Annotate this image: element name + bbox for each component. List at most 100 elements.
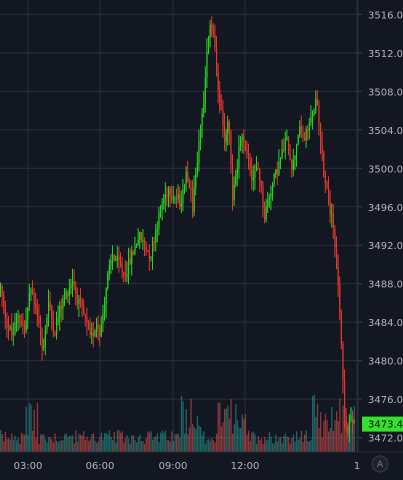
candle-body <box>198 141 200 163</box>
volume-bar <box>300 430 303 452</box>
candle-body <box>292 160 294 170</box>
volume-bar <box>187 434 189 452</box>
volume-bar <box>305 430 307 452</box>
volume-bar <box>6 438 8 452</box>
candle-body <box>72 281 74 285</box>
auto-scale-button[interactable]: A <box>371 455 389 473</box>
volume-bar <box>193 427 195 452</box>
volume-bar <box>198 425 200 452</box>
candle-body <box>203 102 205 114</box>
volume-bar <box>120 432 122 452</box>
candle-body <box>286 136 288 141</box>
volume-bar <box>262 443 264 452</box>
candle-body <box>177 194 179 200</box>
candle-body <box>201 113 203 126</box>
auto-scale-button-circle[interactable] <box>371 455 389 473</box>
volume-bar <box>46 442 48 452</box>
time-axis-label: 09:00 <box>159 461 188 472</box>
price-axis-label: 3516.0 <box>368 10 403 21</box>
volume-bar <box>278 437 280 452</box>
candle-body <box>156 228 158 231</box>
time-axis-label: 03:00 <box>14 461 43 472</box>
volume-bar <box>225 408 227 452</box>
volume-bar <box>8 438 10 452</box>
candle-body <box>19 315 21 320</box>
volume-bar <box>176 434 178 452</box>
volume-bar <box>212 440 215 452</box>
volume-bar <box>137 437 139 452</box>
volume-bar <box>150 431 152 452</box>
candle-body <box>51 306 53 319</box>
candle-body <box>6 318 8 329</box>
volume-bar <box>107 434 109 452</box>
volume-bar <box>158 441 160 452</box>
volume-bar <box>179 437 181 452</box>
volume-bar <box>329 428 331 452</box>
price-axis-label: 3512.0 <box>368 49 403 60</box>
candle-body <box>324 175 326 183</box>
candle-body <box>76 292 78 305</box>
volume-bar <box>323 421 325 452</box>
candle-body <box>118 256 120 262</box>
volume-bar <box>312 396 314 452</box>
candle-body <box>264 207 266 220</box>
volume-bar <box>214 442 216 452</box>
candle-body <box>288 136 290 154</box>
candle-body <box>48 302 50 318</box>
candle-body <box>137 239 139 245</box>
candle-body <box>230 131 232 165</box>
candle-body <box>140 232 142 242</box>
volume-bar <box>294 441 296 452</box>
candle-body <box>192 190 194 213</box>
candle-body <box>312 114 314 117</box>
volume-bar <box>94 440 96 452</box>
candle-body <box>64 297 66 300</box>
last-price-tag-background <box>362 416 403 432</box>
time-axis-label: 12:00 <box>231 461 260 472</box>
volume-bar <box>190 398 192 452</box>
volume-bar <box>172 440 175 452</box>
candle-body <box>180 203 182 207</box>
candle-body <box>54 332 56 335</box>
candle-body <box>116 256 118 261</box>
candle-body <box>340 312 342 344</box>
volume-bar <box>60 440 63 452</box>
price-axis-label: 3504.0 <box>368 126 403 137</box>
candle-body <box>256 168 258 172</box>
volume-bar <box>334 420 336 452</box>
volume-bar <box>337 421 339 452</box>
candle-body <box>188 182 190 189</box>
volume-bar <box>196 415 199 452</box>
candle-body <box>260 181 262 187</box>
candle-body <box>123 272 125 274</box>
candle-body <box>120 261 122 266</box>
candle-body <box>144 240 146 246</box>
candle-body <box>153 241 155 243</box>
volume-bar <box>200 426 202 452</box>
candle-body <box>326 182 328 189</box>
volume-bar <box>243 418 245 452</box>
candle-body <box>232 164 234 201</box>
auto-scale-icon[interactable]: A <box>377 460 384 470</box>
candle-body <box>313 110 315 115</box>
volume-bar <box>104 433 106 452</box>
volume-bar <box>123 442 125 452</box>
candle-body <box>332 213 334 229</box>
candle-body <box>315 99 317 111</box>
price-axis[interactable]: 3516.0 3512.0 3508.0 3504.0 3500.0 3496.0 3492… <box>358 10 403 445</box>
candle-body <box>8 328 10 330</box>
volume-bar <box>169 441 171 452</box>
volume-bar <box>51 439 53 452</box>
volume-bar <box>36 402 39 452</box>
candle-body <box>99 328 101 336</box>
volume-bar <box>129 443 131 452</box>
volume-bar <box>252 431 255 452</box>
candle-body <box>78 298 80 305</box>
volume-bar <box>171 431 173 452</box>
candle-body <box>40 323 42 337</box>
candle-body <box>342 343 344 381</box>
time-axis[interactable]: 03:00 06:00 09:00 12:00 1 <box>14 461 361 472</box>
volume-bar <box>177 433 179 452</box>
